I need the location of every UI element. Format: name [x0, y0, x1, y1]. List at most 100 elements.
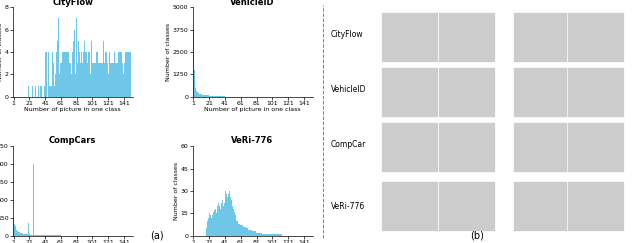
Bar: [90, 74, 92, 97]
Bar: [272, 234, 273, 236]
Bar: [226, 194, 227, 236]
Bar: [249, 230, 250, 236]
Bar: [200, 94, 201, 97]
Bar: [438, 67, 495, 117]
Bar: [265, 234, 266, 236]
Bar: [38, 86, 39, 97]
Bar: [217, 96, 218, 97]
Bar: [207, 221, 208, 236]
Text: VehicleID: VehicleID: [330, 85, 366, 94]
Bar: [17, 231, 18, 236]
Bar: [244, 227, 245, 236]
Bar: [260, 233, 261, 236]
Bar: [381, 67, 438, 117]
Bar: [27, 234, 28, 236]
Bar: [80, 63, 81, 97]
Bar: [97, 74, 99, 97]
Bar: [197, 92, 198, 97]
Bar: [46, 235, 47, 236]
Bar: [35, 235, 36, 236]
Bar: [513, 12, 570, 62]
Bar: [33, 164, 34, 236]
Bar: [25, 234, 26, 236]
Bar: [261, 233, 262, 236]
Bar: [250, 230, 251, 236]
Bar: [51, 235, 52, 236]
Bar: [513, 181, 570, 231]
Bar: [212, 96, 214, 97]
Bar: [127, 63, 129, 97]
Bar: [233, 209, 234, 236]
Bar: [79, 52, 80, 97]
Bar: [126, 52, 127, 97]
Bar: [279, 234, 280, 236]
Bar: [215, 209, 216, 236]
Bar: [66, 52, 67, 97]
Bar: [220, 96, 221, 97]
Bar: [111, 63, 112, 97]
Bar: [15, 229, 17, 236]
Bar: [88, 52, 89, 97]
Bar: [199, 94, 200, 97]
Bar: [82, 63, 83, 97]
Bar: [262, 234, 263, 236]
Bar: [22, 233, 24, 236]
Bar: [278, 234, 279, 236]
Bar: [193, 29, 194, 97]
Bar: [216, 96, 217, 97]
Bar: [222, 96, 223, 97]
Bar: [117, 63, 118, 97]
Bar: [41, 235, 42, 236]
Bar: [81, 52, 82, 97]
Bar: [65, 52, 66, 97]
Bar: [125, 52, 126, 97]
Bar: [45, 235, 46, 236]
Bar: [87, 63, 88, 97]
Bar: [271, 234, 272, 236]
Bar: [118, 52, 119, 97]
Bar: [36, 235, 37, 236]
Bar: [259, 233, 260, 236]
Bar: [219, 96, 220, 97]
Bar: [56, 52, 58, 97]
Y-axis label: Number of classes: Number of classes: [0, 23, 3, 81]
Bar: [120, 52, 121, 97]
Bar: [123, 74, 124, 97]
Bar: [103, 41, 104, 97]
Bar: [83, 52, 84, 97]
Bar: [48, 235, 49, 236]
Bar: [381, 181, 438, 231]
Bar: [243, 227, 244, 236]
Bar: [251, 230, 252, 236]
Bar: [106, 52, 107, 97]
Bar: [62, 52, 63, 97]
Bar: [105, 63, 106, 97]
Bar: [48, 52, 49, 97]
Bar: [40, 235, 41, 236]
Text: (a): (a): [150, 231, 164, 241]
Bar: [208, 218, 209, 236]
Bar: [253, 231, 255, 236]
Bar: [28, 223, 29, 236]
Bar: [214, 96, 215, 97]
Bar: [268, 234, 269, 236]
Bar: [47, 235, 48, 236]
Bar: [276, 234, 277, 236]
Bar: [110, 63, 111, 97]
Bar: [40, 86, 41, 97]
Title: CompCars: CompCars: [49, 136, 97, 145]
Bar: [256, 233, 257, 236]
Bar: [273, 234, 275, 236]
Bar: [223, 206, 224, 236]
Bar: [211, 96, 212, 97]
Bar: [264, 234, 265, 236]
X-axis label: Number of picture in one class: Number of picture in one class: [24, 107, 121, 113]
Bar: [214, 210, 215, 236]
Bar: [228, 146, 229, 236]
Bar: [99, 63, 100, 97]
Bar: [52, 63, 53, 97]
Bar: [227, 197, 228, 236]
Bar: [32, 235, 33, 236]
Bar: [121, 52, 122, 97]
Bar: [53, 63, 54, 97]
